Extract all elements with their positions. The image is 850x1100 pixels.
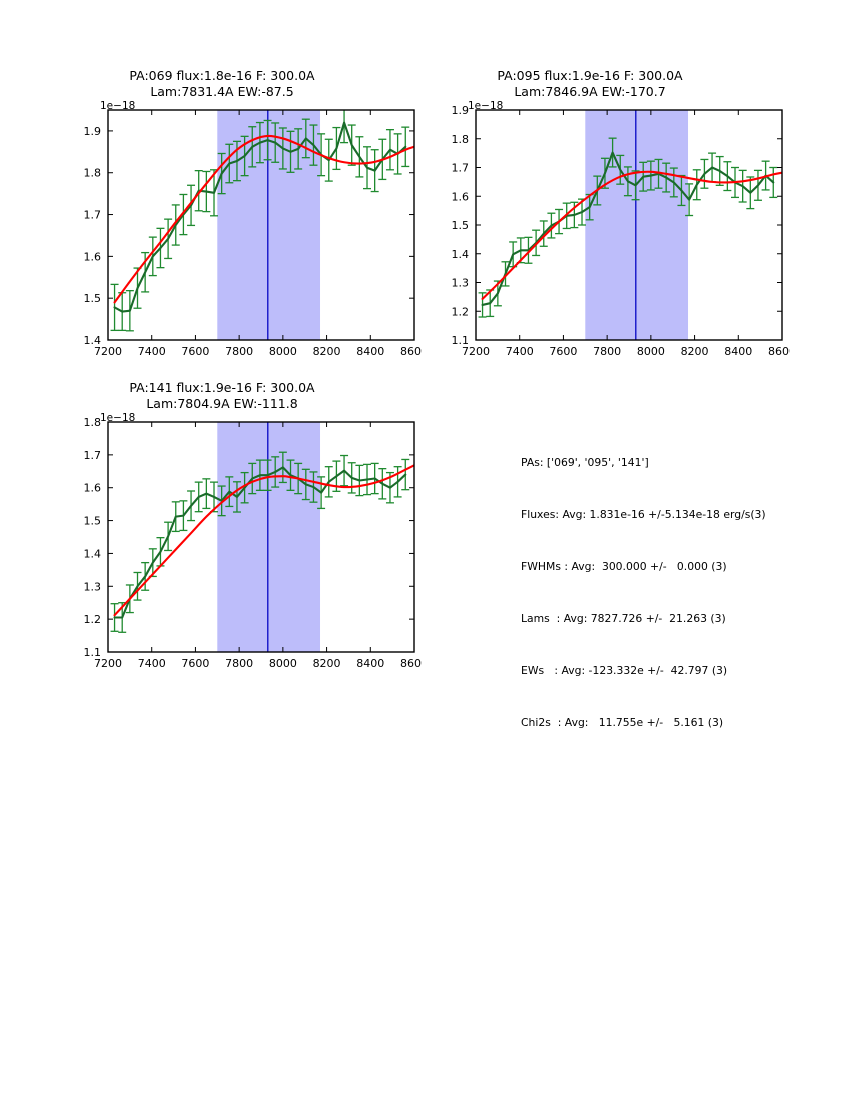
plot-svg-pa-141: 7200 7400 7600 7800 8000 8200 8400 8600 1.1 1.2 1.… [84,416,423,670]
svg-text:7600: 7600 [181,345,209,358]
wavelength-band-shade [217,422,321,652]
svg-text:1.4: 1.4 [452,248,470,261]
svg-text:7200: 7200 [94,657,122,670]
svg-text:1.4: 1.4 [84,547,102,560]
axis-ticks: 7200 7400 7600 7800 8000 8200 8400 8600 1.1 1.2 1.… [452,104,791,358]
model-fit-curve [113,464,414,617]
axis-ticks: 7200 7400 7600 7800 8000 8200 8400 8600 1.4 1.5 1.… [84,110,422,358]
svg-text:1.9: 1.9 [84,125,102,138]
svg-text:1.8: 1.8 [84,416,102,429]
plot-panel-pa-141: PA:141 flux:1.9e-16 F: 300.0A Lam:7804.9A… [22,372,423,692]
plot-panel-pa-095: PA:095 flux:1.9e-16 F: 300.0A Lam:7846.9A… [390,60,791,380]
axes-frame [107,109,415,341]
axes-frame [475,109,783,341]
svg-text:8400: 8400 [356,657,384,670]
panel-title: PA:095 flux:1.9e-16 F: 300.0A Lam:7846.9A… [390,68,790,99]
y-axis-offset-text: 1e−18 [100,412,136,424]
svg-text:7400: 7400 [138,657,166,670]
axes-frame [107,421,415,653]
svg-text:1.1: 1.1 [84,646,102,659]
summary-statistics-block: PAs: ['069', '095', '141'] Fluxes: Avg: … [521,430,841,768]
observed-spectrum-line [481,151,775,306]
summary-line-fluxes: Fluxes: Avg: 1.831e-16 +/-5.134e-18 erg/… [521,508,766,521]
svg-text:7600: 7600 [181,657,209,670]
svg-text:8600: 8600 [400,345,422,358]
plot-svg-pa-095: 7200 7400 7600 7800 8000 8200 8400 8600 1.1 1.2 1.… [452,104,791,358]
svg-text:7800: 7800 [225,657,253,670]
svg-text:1.1: 1.1 [452,334,470,347]
panel-title-line1: PA:095 flux:1.9e-16 F: 300.0A [497,68,683,83]
model-fit-curve [481,170,782,300]
svg-text:7600: 7600 [549,345,577,358]
svg-text:8600: 8600 [768,345,790,358]
error-bars [110,110,410,332]
svg-text:8000: 8000 [637,345,665,358]
panel-title-line1: PA:141 flux:1.9e-16 F: 300.0A [129,380,315,395]
svg-text:1.2: 1.2 [84,613,102,626]
panel-title: PA:069 flux:1.8e-16 F: 300.0A Lam:7831.4A… [22,68,422,99]
svg-text:1.6: 1.6 [84,250,102,263]
svg-text:1.5: 1.5 [452,219,470,232]
svg-text:1.3: 1.3 [84,580,102,593]
svg-text:7200: 7200 [462,345,490,358]
svg-text:1.7: 1.7 [84,209,102,222]
svg-text:7800: 7800 [225,345,253,358]
svg-text:7400: 7400 [506,345,534,358]
axis-ticks: 7200 7400 7600 7800 8000 8200 8400 8600 1.1 1.2 1.… [84,416,423,670]
summary-line-pas: PAs: ['069', '095', '141'] [521,456,649,469]
summary-line-lams: Lams : Avg: 7827.726 +/- 21.263 (3) [521,612,726,625]
svg-text:1.5: 1.5 [84,292,102,305]
svg-text:8400: 8400 [356,345,384,358]
panel-title-line2: Lam:7804.9A EW:-111.8 [146,395,298,411]
panel-title-line2: Lam:7831.4A EW:-87.5 [150,83,294,99]
summary-line-ews: EWs : Avg: -123.332e +/- 42.797 (3) [521,664,728,677]
summary-line-fwhms: FWHMs : Avg: 300.000 +/- 0.000 (3) [521,560,727,573]
svg-text:1.7: 1.7 [452,162,470,175]
panel-title-line2: Lam:7846.9A EW:-170.7 [514,83,666,99]
svg-text:7800: 7800 [593,345,621,358]
y-axis-offset-text: 1e−18 [468,100,504,112]
svg-text:1.4: 1.4 [84,334,102,347]
svg-text:8000: 8000 [269,345,297,358]
summary-line-chi2s: Chi2s : Avg: 11.755e +/- 5.161 (3) [521,716,724,729]
svg-text:1.5: 1.5 [84,515,102,528]
svg-text:1.7: 1.7 [84,449,102,462]
svg-text:1.6: 1.6 [84,482,102,495]
svg-text:8600: 8600 [400,657,422,670]
model-fit-curve [113,134,414,304]
svg-text:1.8: 1.8 [452,133,470,146]
svg-text:7400: 7400 [138,345,166,358]
svg-text:7200: 7200 [94,345,122,358]
panel-title: PA:141 flux:1.9e-16 F: 300.0A Lam:7804.9A… [22,380,422,411]
svg-text:8200: 8200 [313,657,341,670]
wavelength-band-shade [585,110,689,340]
svg-text:1.6: 1.6 [452,190,470,203]
svg-text:8200: 8200 [313,345,341,358]
svg-text:1.9: 1.9 [452,104,470,117]
svg-text:8000: 8000 [269,657,297,670]
y-axis-offset-text: 1e−18 [100,100,136,112]
observed-spectrum-line [113,466,407,619]
plot-svg-pa-069: 7200 7400 7600 7800 8000 8200 8400 8600 1.4 1.5 1.… [84,109,422,358]
panel-title-line1: PA:069 flux:1.8e-16 F: 300.0A [129,68,315,83]
svg-text:1.2: 1.2 [452,305,470,318]
wavelength-band-shade [217,110,321,340]
svg-text:8200: 8200 [681,345,709,358]
observed-spectrum-line [113,121,407,313]
svg-text:8400: 8400 [724,345,752,358]
plot-panel-pa-069: PA:069 flux:1.8e-16 F: 300.0A Lam:7831.4A… [22,60,423,380]
svg-text:1.3: 1.3 [452,277,470,290]
svg-text:1.8: 1.8 [84,167,102,180]
